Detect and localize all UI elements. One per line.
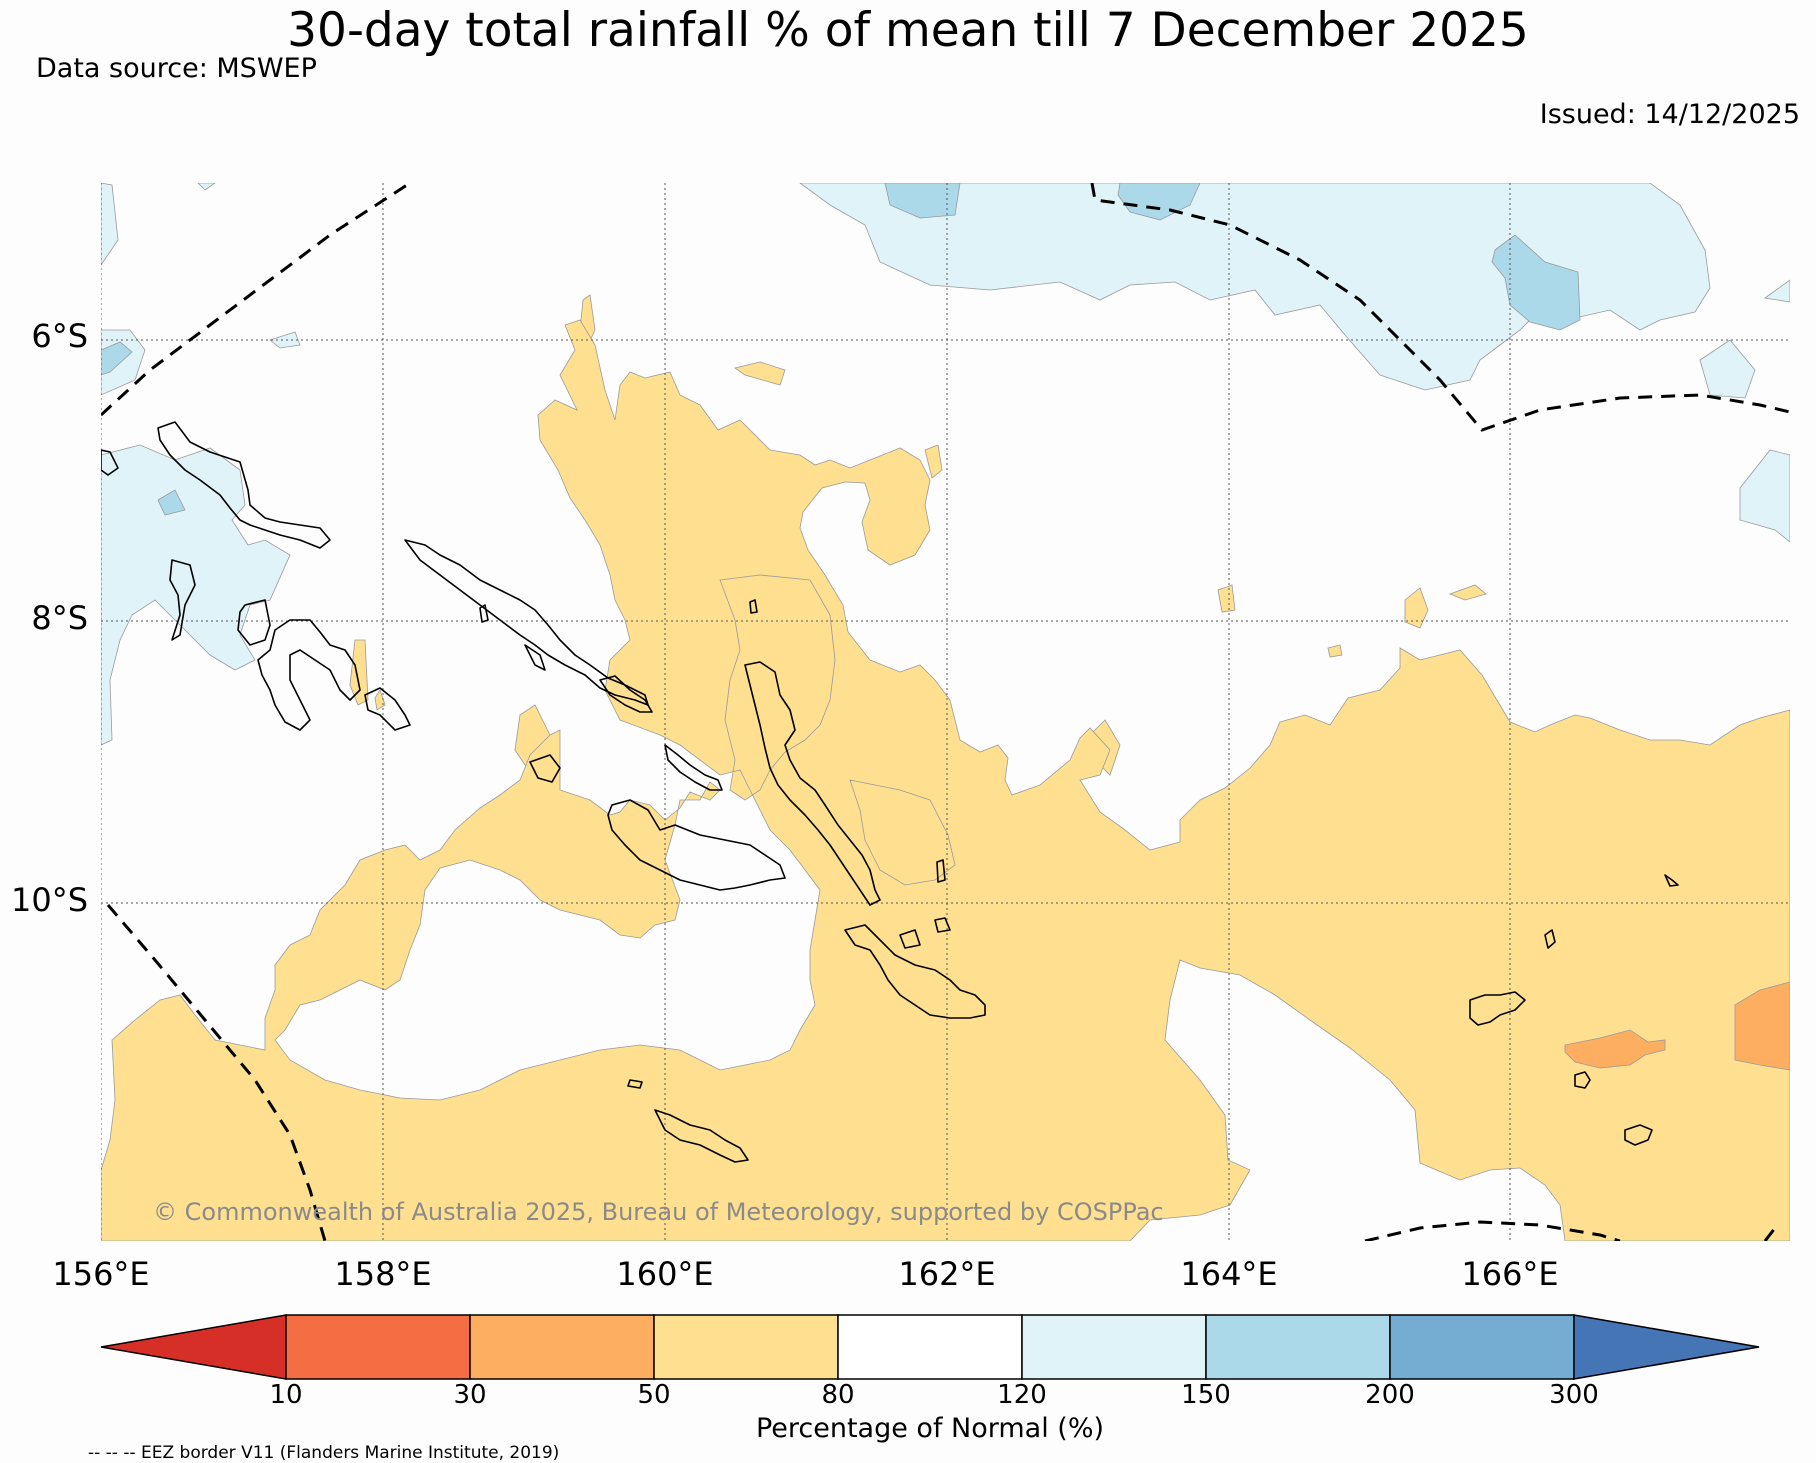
lon-label-166e: 166°E [1461, 1255, 1559, 1293]
colorbar-bin-120-150 [1021, 1314, 1207, 1380]
copyright-notice: © Commonwealth of Australia 2025, Bureau… [153, 1198, 1164, 1226]
rainfall-120-150-regions [101, 183, 1790, 1241]
lon-label-160e: 160°E [616, 1255, 714, 1293]
issued-date: Issued: 14/12/2025 [1539, 99, 1800, 130]
colorbar-bin-150-200 [1205, 1314, 1391, 1380]
colorbar-bin-30-50 [469, 1314, 655, 1380]
lon-label-158e: 158°E [334, 1255, 432, 1293]
map-title: 30-day total rainfall % of mean till 7 D… [287, 3, 1529, 58]
rainfall-50-80-regions [101, 294, 1790, 1241]
graticule [101, 183, 1790, 1241]
colorbar-under-arrow [100, 1314, 287, 1380]
colorbar-tick-150: 150 [1181, 1380, 1231, 1410]
colorbar-tick-80: 80 [821, 1380, 855, 1410]
colorbar-tick-50: 50 [637, 1380, 671, 1410]
lon-label-156e: 156°E [52, 1255, 150, 1293]
lon-label-164e: 164°E [1180, 1255, 1278, 1293]
colorbar-bin-200-300 [1389, 1314, 1575, 1380]
colorbar [100, 1314, 1760, 1380]
data-source: Data source: MSWEP [36, 53, 317, 84]
eez-legend-note: -- -- -- EEZ border V11 (Flanders Marine… [88, 1443, 560, 1463]
colorbar-over-arrow [1573, 1314, 1760, 1380]
colorbar-tick-200: 200 [1365, 1380, 1415, 1410]
colorbar-tick-300: 300 [1549, 1380, 1599, 1410]
lat-label-10s: 10°S [10, 881, 88, 919]
colorbar-tick-10: 10 [269, 1380, 303, 1410]
colorbar-bin-10-30 [285, 1314, 471, 1380]
colorbar-bin-50-80 [653, 1314, 839, 1380]
eez-borders [101, 183, 1790, 1241]
colorbar-tick-30: 30 [453, 1380, 487, 1410]
colorbar-tick-120: 120 [997, 1380, 1047, 1410]
lon-label-162e: 162°E [898, 1255, 996, 1293]
coastlines [101, 421, 1679, 1163]
colorbar-unit-label: Percentage of Normal (%) [755, 1413, 1105, 1444]
lat-label-6s: 6°S [31, 317, 88, 355]
colorbar-bin-80-120 [837, 1314, 1023, 1380]
rainfall-30-50-regions [1564, 981, 1790, 1071]
rainfall-150-200-regions [101, 183, 1581, 516]
lat-label-8s: 8°S [31, 599, 88, 637]
